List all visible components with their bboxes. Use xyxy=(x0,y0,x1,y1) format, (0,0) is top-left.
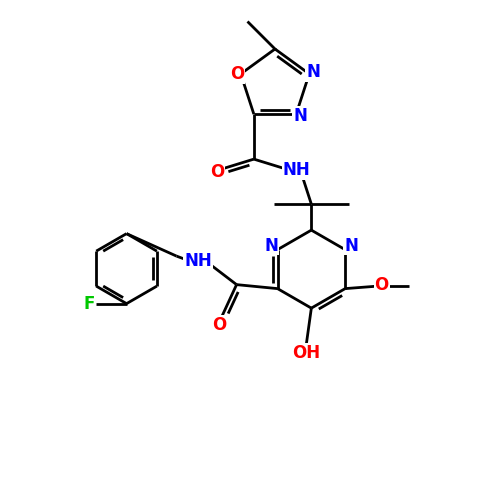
Text: F: F xyxy=(84,294,96,312)
Text: N: N xyxy=(344,236,358,254)
Text: N: N xyxy=(293,107,307,125)
Text: O: O xyxy=(374,276,388,294)
Text: OH: OH xyxy=(292,344,320,362)
Text: N: N xyxy=(306,63,320,81)
Text: O: O xyxy=(212,316,226,334)
Text: N: N xyxy=(264,236,278,254)
Text: NH: NH xyxy=(282,161,310,179)
Text: O: O xyxy=(230,65,244,83)
Text: NH: NH xyxy=(184,252,212,270)
Text: O: O xyxy=(210,162,224,180)
